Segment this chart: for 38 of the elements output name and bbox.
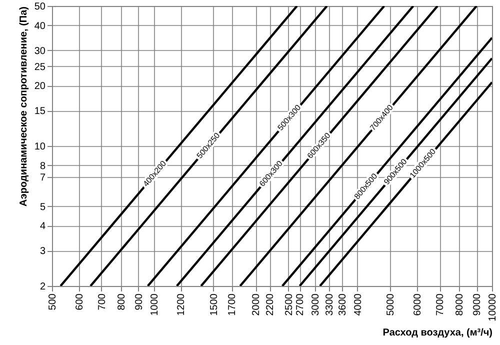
- x-tick-label: 1200: [176, 293, 188, 316]
- x-tick-label: 600: [74, 293, 86, 310]
- x-tick-label: 7000: [435, 293, 446, 316]
- y-tick-label: 30: [34, 46, 46, 57]
- x-tick-label: 8000: [454, 293, 466, 316]
- y-tick-label: 3: [40, 246, 46, 258]
- x-tick-label: 10000: [488, 293, 498, 322]
- y-axis-title: Аэродинамическое сопротивление, (Па): [18, 6, 30, 206]
- y-tick-label: 10: [34, 142, 46, 152]
- y-tick-label: 15: [34, 106, 46, 118]
- x-tick-label: 800: [116, 293, 128, 310]
- y-tick-label: 20: [34, 81, 46, 92]
- x-tick-label: 3600: [337, 293, 348, 316]
- x-tick-label: 9000: [472, 293, 484, 316]
- x-tick-label: 2000: [251, 293, 262, 316]
- x-tick-label: 4000: [352, 293, 364, 316]
- x-tick-label: 1500: [208, 293, 220, 316]
- y-tick-label: 8: [40, 160, 46, 172]
- x-tick-label: 3000: [310, 293, 322, 316]
- x-tick-label: 2700: [295, 293, 306, 316]
- x-tick-label: 900: [134, 293, 145, 310]
- x-tick-label: 2200: [265, 293, 276, 316]
- x-tick-label: 1700: [227, 293, 238, 316]
- x-axis-title: Расход воздуха, (м³/ч): [382, 327, 492, 338]
- x-tick-label: 5000: [386, 293, 397, 316]
- x-tick-label: 500: [48, 293, 58, 310]
- y-tick-label: 5: [40, 202, 46, 213]
- y-tick-label: 2: [40, 282, 46, 292]
- y-tick-label: 50: [34, 2, 46, 12]
- x-tick-label: 6000: [412, 293, 424, 316]
- y-tick-label: 40: [34, 20, 46, 32]
- y-tick-label: 4: [40, 221, 46, 232]
- y-tick-label: 25: [34, 62, 46, 73]
- x-tick-label: 700: [96, 293, 108, 310]
- x-tick-label: 2500: [284, 293, 295, 316]
- y-tick-label: 7: [40, 172, 46, 184]
- x-tick-label: 3300: [324, 293, 336, 316]
- x-tick-label: 1000: [149, 293, 160, 316]
